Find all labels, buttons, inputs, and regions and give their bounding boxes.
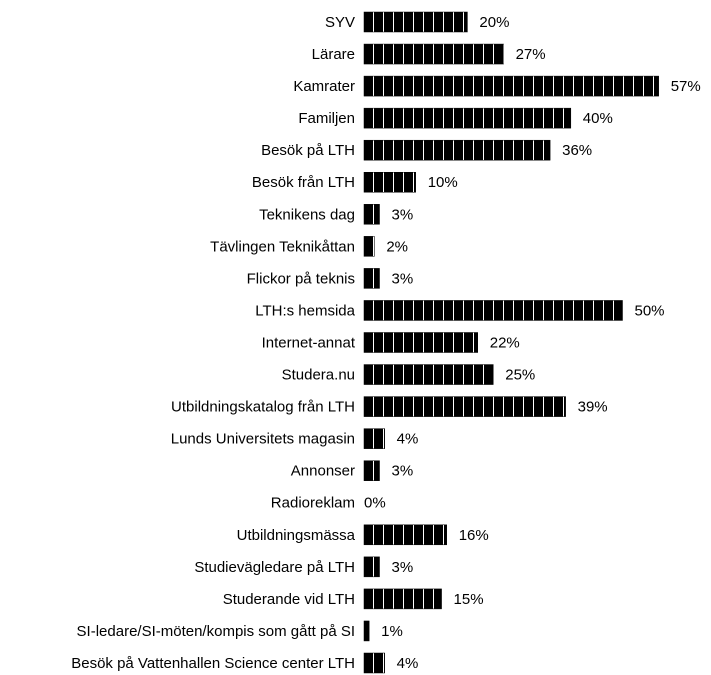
- bar: [363, 652, 385, 674]
- bar: [363, 139, 551, 161]
- category-label: Utbildningsmässa: [237, 527, 356, 544]
- category-label: Kamrater: [293, 78, 355, 95]
- bar: [363, 620, 370, 642]
- category-label: Besök på LTH: [261, 142, 355, 159]
- bar: [363, 332, 478, 353]
- value-label: 40%: [583, 110, 613, 127]
- value-label: 10%: [428, 174, 458, 191]
- bar: [363, 588, 442, 610]
- category-label: Besök på Vattenhallen Science center LTH: [71, 655, 355, 672]
- value-label: 3%: [392, 559, 414, 576]
- value-label: 39%: [578, 399, 608, 416]
- bar: [363, 460, 380, 481]
- bar: [363, 428, 385, 449]
- bar: [363, 300, 623, 321]
- value-label: 20%: [479, 14, 509, 31]
- bar: [363, 43, 504, 65]
- category-label: Studievägledare på LTH: [194, 559, 355, 576]
- value-label: 16%: [459, 527, 489, 544]
- category-label: Flickor på teknis: [247, 270, 355, 287]
- value-label: 0%: [364, 495, 386, 512]
- bar: [363, 172, 416, 193]
- value-label: 3%: [392, 463, 414, 480]
- category-label: SI-ledare/SI-möten/kompis som gått på SI: [77, 623, 355, 640]
- value-label: 36%: [562, 142, 592, 159]
- bar: [363, 11, 468, 33]
- category-label: Teknikens dag: [259, 206, 355, 223]
- bar: [363, 364, 494, 385]
- bar: [363, 396, 566, 417]
- bar: [363, 556, 380, 578]
- category-label: Annonser: [291, 463, 355, 480]
- category-label: Lunds Universitets magasin: [171, 431, 355, 448]
- bar: [363, 107, 572, 129]
- category-label: SYV: [325, 14, 355, 31]
- value-label: 50%: [635, 302, 665, 319]
- value-label: 2%: [386, 238, 408, 255]
- value-label: 4%: [397, 431, 419, 448]
- category-label: Internet-annat: [262, 334, 356, 351]
- bar: [363, 268, 380, 289]
- bar: [363, 204, 380, 225]
- value-label: 57%: [671, 78, 701, 95]
- value-label: 22%: [490, 334, 520, 351]
- category-label: Utbildningskatalog från LTH: [171, 399, 355, 416]
- value-label: 3%: [392, 270, 414, 287]
- category-label: Studera.nu: [282, 367, 355, 384]
- category-label: Familjen: [298, 110, 355, 127]
- value-label: 4%: [397, 655, 419, 672]
- bar: [363, 75, 659, 97]
- value-label: 15%: [454, 591, 484, 608]
- category-label: Tävlingen Teknikåttan: [210, 238, 355, 255]
- value-label: 27%: [516, 46, 546, 63]
- bar: [363, 236, 375, 257]
- category-label: Lärare: [312, 46, 355, 63]
- category-label: LTH:s hemsida: [255, 302, 355, 319]
- category-label: Besök från LTH: [252, 174, 355, 191]
- category-label: Studerande vid LTH: [223, 591, 355, 608]
- bar: [363, 524, 447, 546]
- value-label: 25%: [505, 367, 535, 384]
- value-label: 3%: [392, 206, 414, 223]
- value-label: 1%: [381, 623, 403, 640]
- category-label: Radioreklam: [271, 495, 355, 512]
